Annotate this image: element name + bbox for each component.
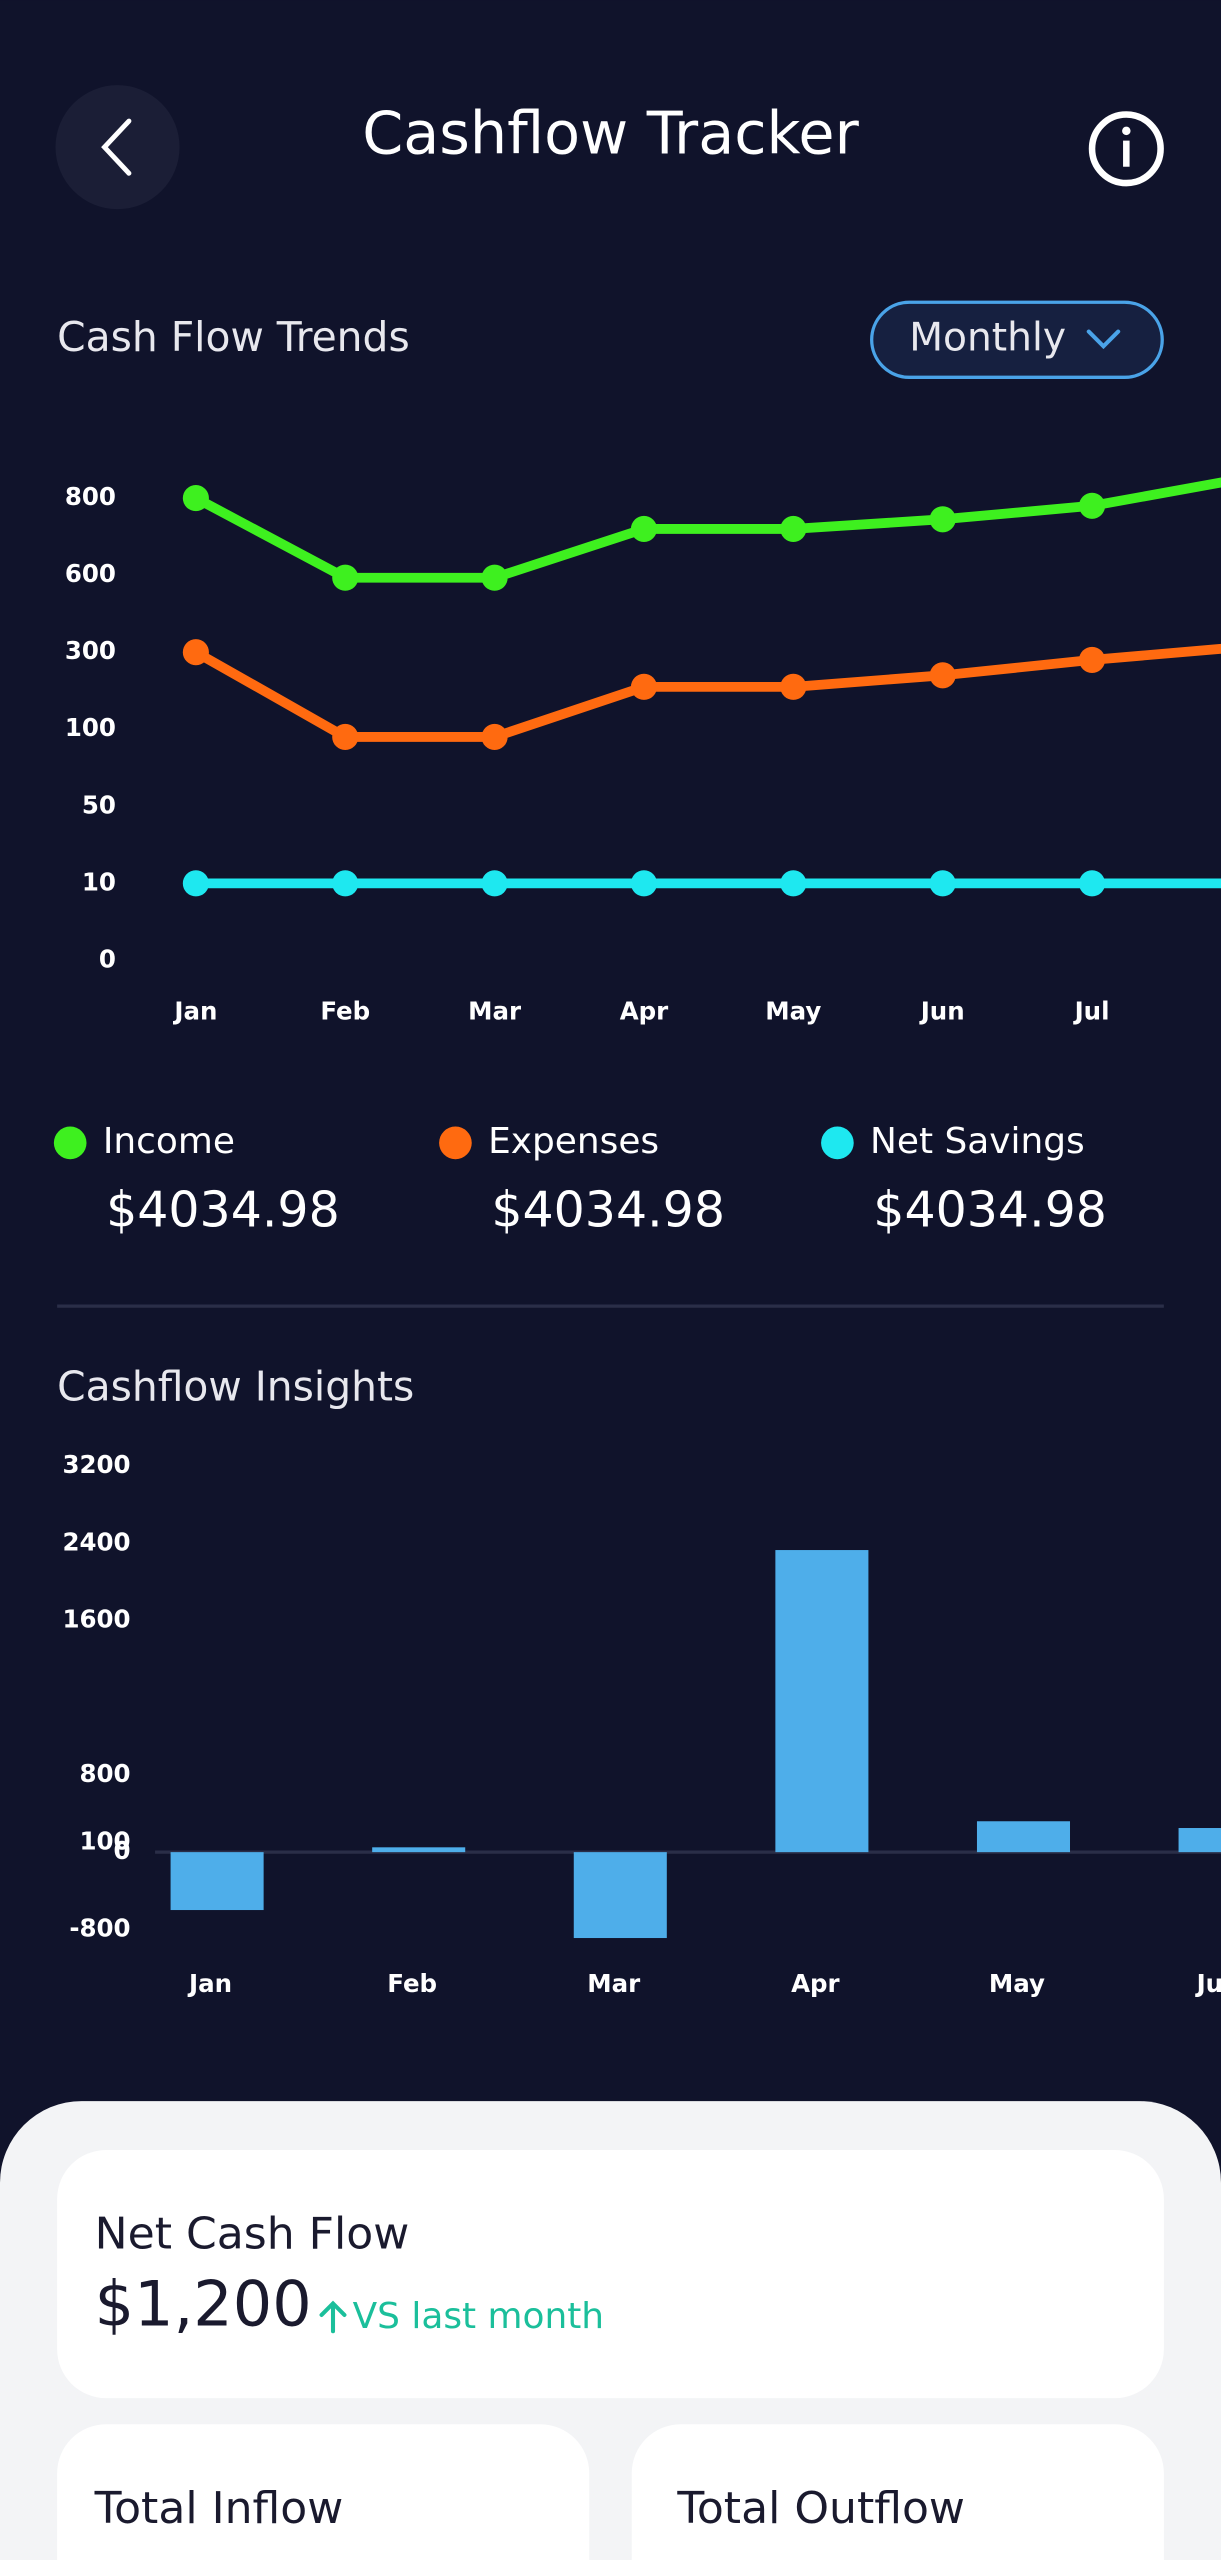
y-tick-label: 0 xyxy=(114,1836,131,1865)
data-point xyxy=(182,485,209,512)
x-tick-label: Apr xyxy=(791,1969,840,1998)
data-point xyxy=(929,662,956,689)
legend-dot xyxy=(53,1126,87,1160)
section-title: Cashflow Insights xyxy=(57,1362,414,1410)
x-tick-label: Feb xyxy=(320,996,370,1025)
data-point xyxy=(481,564,508,591)
back-button[interactable] xyxy=(55,85,180,210)
up-arrow xyxy=(319,2300,347,2334)
series-line xyxy=(193,477,1221,583)
x-tick-label: Jan xyxy=(187,1969,232,1998)
x-tick-label: Jan xyxy=(172,996,217,1025)
x-tick-label: Jul xyxy=(1073,996,1110,1025)
legend-dot xyxy=(821,1126,854,1160)
y-tick-label: 1600 xyxy=(62,1605,130,1634)
legend-label: Net Savings xyxy=(870,1121,1085,1162)
summary-change: VS last month xyxy=(353,2296,604,2337)
y-tick-label: 800 xyxy=(80,1759,131,1788)
x-tick-label: May xyxy=(765,996,821,1025)
info-button[interactable] xyxy=(1088,111,1164,187)
y-tick-label: 0 xyxy=(99,944,116,973)
data-point xyxy=(332,870,359,897)
data-point xyxy=(182,870,209,897)
data-point xyxy=(332,723,359,751)
data-point xyxy=(1078,870,1106,897)
info-dot xyxy=(1122,126,1131,136)
y-tick-label: 100 xyxy=(65,713,116,742)
legend-label: Expenses xyxy=(488,1121,659,1162)
x-tick-label: Jun xyxy=(919,996,965,1025)
outflow-card xyxy=(631,2424,1164,2560)
data-point xyxy=(332,564,359,591)
x-tick-label: Mar xyxy=(468,996,521,1025)
dropdown-box xyxy=(870,300,1164,379)
legend-value: $4034.98 xyxy=(106,1182,340,1239)
y-tick-label: 50 xyxy=(82,790,116,819)
bar xyxy=(573,1852,667,1939)
data-point xyxy=(929,506,956,533)
bar xyxy=(976,1821,1071,1853)
dropdown-label: Monthly xyxy=(909,315,1066,360)
data-point xyxy=(630,673,658,700)
x-tick-label: May xyxy=(989,1969,1045,1998)
back-icon xyxy=(101,118,132,176)
y-tick-label: 3200 xyxy=(62,1450,130,1479)
x-tick-label: Apr xyxy=(620,996,669,1025)
legend-dot xyxy=(439,1126,472,1160)
data-point xyxy=(780,673,807,700)
summary-card xyxy=(57,2150,1164,2399)
y-tick-label: 100 xyxy=(80,1826,131,1855)
data-point xyxy=(1078,492,1106,519)
data-point xyxy=(182,639,209,666)
summary-value: $1,200 xyxy=(95,2267,312,2340)
y-tick-label: 10 xyxy=(82,867,116,896)
data-point xyxy=(481,870,508,897)
y-tick-label: -800 xyxy=(69,1913,130,1942)
bar xyxy=(775,1550,869,1853)
data-point xyxy=(1078,646,1106,673)
legend-value: $4034.98 xyxy=(873,1182,1107,1239)
page-title: Cashflow Tracker xyxy=(362,98,859,167)
y-tick-label: 600 xyxy=(65,559,116,588)
period-dropdown[interactable]: Monthly xyxy=(870,300,1164,379)
x-tick-label: Feb xyxy=(387,1969,437,1998)
x-tick-label: Jun xyxy=(1195,1969,1221,1998)
series-line xyxy=(193,643,1221,742)
legend-label: Income xyxy=(103,1121,235,1162)
data-point xyxy=(780,515,807,542)
card-title: Total Outflow xyxy=(676,2483,965,2534)
y-tick-label: 2400 xyxy=(62,1527,130,1556)
data-point xyxy=(630,515,658,542)
info-bar xyxy=(1123,140,1130,167)
summary-title: Net Cash Flow xyxy=(95,2209,410,2260)
legend-value: $4034.98 xyxy=(491,1182,725,1239)
y-tick-label: 800 xyxy=(65,482,116,511)
info-circle xyxy=(1088,111,1164,187)
bar xyxy=(1178,1828,1221,1853)
y-tick-label: 300 xyxy=(65,636,116,665)
inflow-card xyxy=(57,2424,590,2560)
data-point xyxy=(630,870,658,897)
section-title: Cash Flow Trends xyxy=(57,313,410,361)
data-point xyxy=(780,870,807,897)
data-point xyxy=(929,870,956,897)
dropdown-chevron xyxy=(1086,329,1121,350)
bar xyxy=(372,1847,466,1853)
card-title: Total Inflow xyxy=(94,2483,344,2534)
bar xyxy=(170,1852,264,1911)
x-tick-label: Mar xyxy=(587,1969,640,1998)
bottom-sheet: Net Cash Flow $1,200 VS last month Total… xyxy=(0,2101,1221,2560)
data-point xyxy=(481,723,508,751)
